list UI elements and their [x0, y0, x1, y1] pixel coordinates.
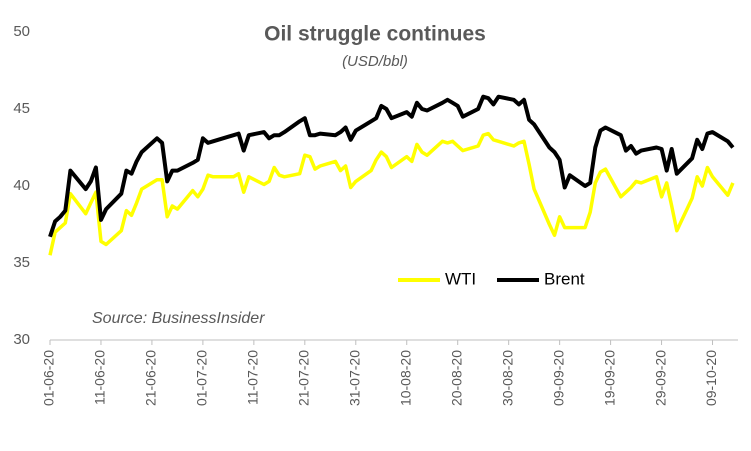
legend-label: Brent	[544, 269, 585, 288]
y-tick-label: 35	[13, 254, 30, 271]
y-tick-label: 45	[13, 100, 30, 117]
x-tick-label: 20-08-20	[448, 350, 464, 406]
chart-title: Oil struggle continues	[264, 23, 486, 46]
x-tick-label: 21-06-20	[143, 350, 159, 406]
series-line	[48, 131, 735, 256]
x-tick-label: 31-07-20	[346, 350, 362, 406]
x-tick-label: 10-08-20	[397, 350, 413, 406]
x-tick-label: 30-08-20	[499, 350, 515, 406]
x-tick-label: 09-10-20	[703, 350, 719, 406]
x-tick-label: 11-06-20	[92, 350, 108, 405]
x-tick-label: 09-09-20	[550, 350, 566, 406]
y-tick-label: 30	[13, 331, 30, 348]
chart-subtitle: (USD/bbl)	[342, 53, 408, 70]
x-tick-label: 19-09-20	[601, 350, 617, 406]
x-tick-label: 11-07-20	[245, 350, 261, 405]
x-tick-label: 29-09-20	[652, 350, 668, 406]
y-tick-label: 50	[13, 23, 30, 40]
source-note: Source: BusinessInsider	[92, 310, 265, 327]
x-tick-label: 21-07-20	[296, 350, 312, 406]
x-tick-label: 01-06-20	[41, 350, 57, 406]
x-tick-label: 01-07-20	[194, 350, 210, 406]
legend-label: WTI	[445, 269, 476, 288]
series-line	[48, 94, 735, 238]
y-tick-label: 40	[13, 177, 30, 194]
